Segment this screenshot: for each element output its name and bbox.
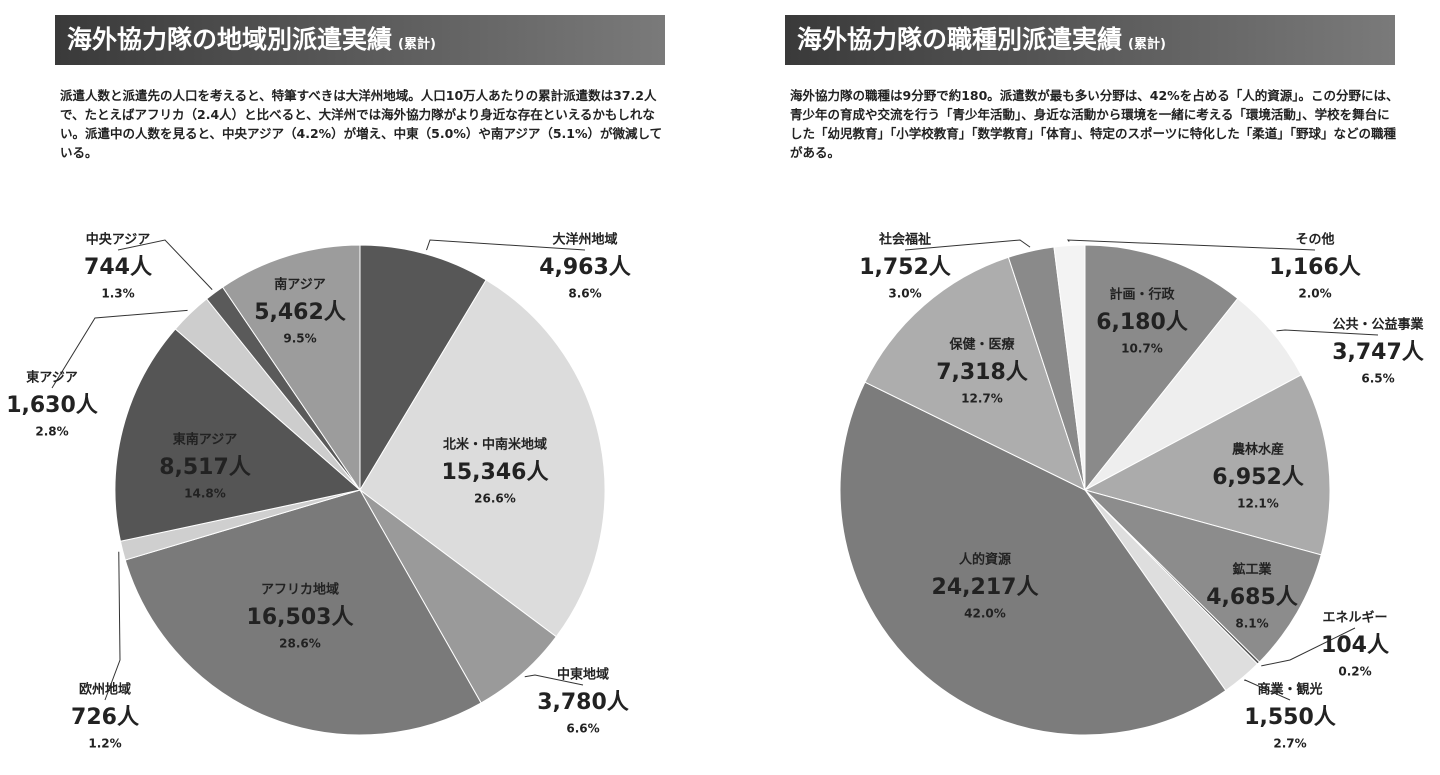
slice-share: 3.0%	[888, 287, 921, 301]
slice-count: 6,952人	[1212, 465, 1304, 490]
slice-share: 9.5%	[283, 332, 316, 346]
slice-share: 6.5%	[1361, 372, 1394, 386]
pie-slice	[221, 244, 361, 492]
slice-count: 1,630人	[6, 393, 98, 418]
slice-name: 東南アジア	[173, 432, 237, 448]
pie-slice	[124, 489, 482, 736]
slice-name: 中央アジア	[86, 232, 150, 248]
slice-share: 2.7%	[1273, 737, 1306, 751]
leader-line	[426, 239, 586, 251]
pie-slice	[1053, 244, 1086, 491]
slice-share: 28.6%	[279, 637, 321, 651]
slice-name: アフリカ地域	[261, 582, 339, 598]
slice-name: 大洋州地域	[552, 232, 617, 248]
slice-share: 8.6%	[568, 287, 601, 301]
leader-line	[1276, 329, 1379, 336]
slice-name: 東アジア	[26, 370, 77, 386]
pie-slice	[839, 381, 1227, 736]
pie-slice	[1083, 489, 1322, 663]
slice-name: 農林水産	[1232, 442, 1284, 458]
slice-share: 12.1%	[1237, 497, 1279, 511]
slice-name: 人的資源	[959, 552, 1011, 568]
slice-share: 12.7%	[961, 392, 1003, 406]
description: 派遣人数と派遣先の人口を考えると、特筆すべきは大洋州地域。人口10万人あたりの累…	[60, 88, 663, 160]
slice-count: 1,752人	[859, 255, 951, 280]
slice-share: 8.1%	[1235, 617, 1268, 631]
slice-count: 1,550人	[1244, 705, 1336, 730]
pie-slice	[359, 244, 487, 492]
leader-line	[524, 674, 584, 686]
slice-share: 26.6%	[474, 492, 516, 506]
slice-name: その他	[1295, 232, 1334, 248]
slice-count: 5,462人	[254, 300, 346, 325]
slice-share: 2.8%	[35, 425, 68, 439]
slice-count: 1,166人	[1269, 255, 1361, 280]
slice-share: 14.8%	[184, 487, 226, 501]
pie-slice	[359, 279, 606, 638]
slice-count: 4,685人	[1206, 585, 1298, 610]
leader-line	[104, 551, 121, 701]
header: 海外協力隊の地域別派遣実績 (累計)	[55, 15, 665, 65]
slice-count: 7,318人	[936, 360, 1028, 385]
slice-count: 4,963人	[539, 255, 631, 280]
description: 海外協力隊の職種は9分野で約180。派遣数が最も多い分野は、42%を占める「人的…	[790, 88, 1399, 160]
title-note: (累計)	[398, 37, 436, 52]
pie-slice	[1084, 244, 1239, 492]
slice-count: 6,180人	[1096, 310, 1188, 335]
slice-share: 10.7%	[1121, 342, 1163, 356]
leader-line	[1066, 239, 1316, 251]
slice-share: 6.6%	[566, 722, 599, 736]
title: 海外協力隊の地域別派遣実績	[67, 25, 393, 54]
slice-count: 3,780人	[537, 690, 629, 715]
leader-line	[117, 239, 213, 290]
slice-share: 2.0%	[1298, 287, 1331, 301]
slice-name: 商業・観光	[1257, 682, 1322, 698]
leader-line	[51, 309, 188, 389]
slice-count: 8,517人	[159, 455, 251, 480]
title-note: (累計)	[1128, 37, 1166, 52]
leader-line	[1244, 679, 1291, 701]
slice-name: エネルギー	[1322, 610, 1387, 626]
slice-count: 24,217人	[932, 575, 1039, 600]
slice-name: 南アジア	[274, 277, 325, 293]
slice-name: 計画・行政	[1109, 287, 1175, 303]
title: 海外協力隊の職種別派遣実績	[797, 25, 1123, 54]
slice-count: 726人	[71, 705, 139, 730]
slice-share: 1.2%	[88, 737, 121, 751]
slice-name: 社会福祉	[878, 232, 931, 248]
slice-count: 744人	[84, 255, 152, 280]
slice-share: 0.2%	[1338, 665, 1371, 679]
pie-slice	[864, 256, 1086, 491]
slice-name: 保健・医療	[948, 337, 1015, 353]
slice-count: 3,747人	[1332, 340, 1424, 365]
slice-share: 42.0%	[964, 607, 1006, 621]
header: 海外協力隊の職種別派遣実績 (累計)	[785, 15, 1395, 65]
pie-slice	[1083, 374, 1331, 556]
slice-count: 15,346人	[442, 460, 549, 485]
leader-line	[904, 239, 1031, 251]
slice-share: 1.3%	[101, 287, 134, 301]
slice-name: 鉱工業	[1232, 562, 1272, 578]
slice-name: 公共・公益事業	[1332, 317, 1424, 333]
slice-name: 北米・中南米地域	[443, 437, 547, 453]
slice-count: 16,503人	[247, 605, 354, 630]
pie-slice	[114, 328, 362, 542]
slice-name: 中東地域	[557, 667, 609, 683]
slice-count: 104人	[1321, 633, 1389, 658]
slice-name: 欧州地域	[79, 682, 131, 698]
leader-line	[1261, 627, 1356, 667]
